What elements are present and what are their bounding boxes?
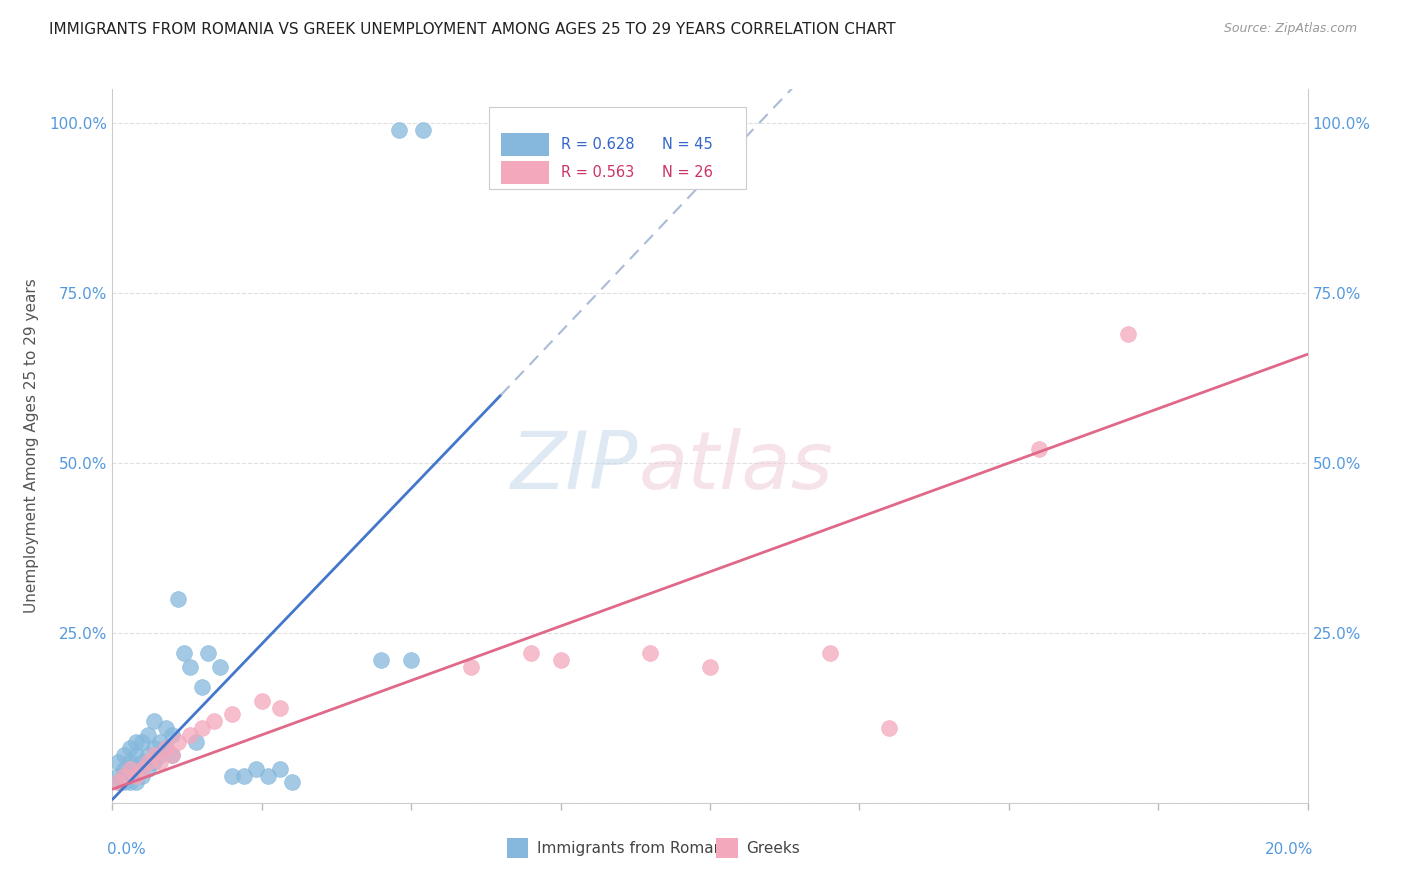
Point: [269, 762, 291, 776]
Point: [138, 728, 160, 742]
Point: [179, 728, 201, 742]
Point: [149, 755, 172, 769]
Point: [401, 653, 423, 667]
Point: [281, 775, 304, 789]
Point: [221, 769, 243, 783]
Point: [120, 762, 142, 776]
Point: [143, 741, 166, 756]
Point: [460, 660, 482, 674]
Point: [131, 769, 153, 783]
Point: [370, 653, 392, 667]
Point: [1118, 326, 1140, 341]
Point: [412, 123, 434, 137]
Point: [818, 646, 841, 660]
Point: [186, 734, 208, 748]
Point: [143, 748, 166, 763]
Point: [269, 700, 291, 714]
Text: 20.0%: 20.0%: [1265, 842, 1313, 857]
Point: [245, 762, 267, 776]
Point: [125, 762, 148, 776]
Point: [114, 769, 135, 783]
Text: Greeks: Greeks: [747, 841, 800, 856]
Point: [125, 734, 148, 748]
Point: [114, 775, 135, 789]
Point: [155, 721, 177, 735]
Text: IMMIGRANTS FROM ROMANIA VS GREEK UNEMPLOYMENT AMONG AGES 25 TO 29 YEARS CORRELAT: IMMIGRANTS FROM ROMANIA VS GREEK UNEMPLO…: [49, 22, 896, 37]
Point: [143, 714, 166, 729]
FancyBboxPatch shape: [489, 107, 747, 189]
Point: [640, 646, 662, 660]
Point: [162, 748, 183, 763]
Point: [221, 707, 243, 722]
Text: R = 0.563: R = 0.563: [561, 165, 634, 180]
Point: [107, 755, 129, 769]
Y-axis label: Unemployment Among Ages 25 to 29 years: Unemployment Among Ages 25 to 29 years: [24, 278, 38, 614]
Point: [520, 646, 543, 660]
FancyBboxPatch shape: [501, 133, 548, 155]
Point: [107, 775, 129, 789]
Point: [879, 721, 901, 735]
Point: [167, 591, 190, 606]
Text: 0.0%: 0.0%: [107, 842, 145, 857]
Point: [138, 762, 160, 776]
Point: [120, 775, 142, 789]
Point: [155, 741, 177, 756]
Point: [209, 660, 232, 674]
Point: [138, 755, 160, 769]
Text: R = 0.628: R = 0.628: [561, 136, 634, 152]
Text: atlas: atlas: [638, 428, 834, 507]
Point: [388, 123, 411, 137]
FancyBboxPatch shape: [508, 838, 529, 858]
Point: [202, 714, 225, 729]
Point: [191, 721, 214, 735]
Point: [191, 680, 214, 694]
Point: [197, 646, 219, 660]
FancyBboxPatch shape: [716, 838, 738, 858]
Text: Source: ZipAtlas.com: Source: ZipAtlas.com: [1223, 22, 1357, 36]
Point: [120, 769, 142, 783]
Point: [120, 741, 142, 756]
Point: [114, 769, 135, 783]
Point: [107, 769, 129, 783]
Point: [114, 762, 135, 776]
Text: N = 26: N = 26: [662, 165, 713, 180]
Point: [125, 769, 148, 783]
Point: [114, 748, 135, 763]
Point: [162, 728, 183, 742]
Point: [167, 734, 190, 748]
Point: [143, 755, 166, 769]
Point: [149, 748, 172, 763]
Point: [1028, 442, 1050, 457]
FancyBboxPatch shape: [501, 161, 548, 184]
Text: ZIP: ZIP: [510, 428, 638, 507]
Point: [699, 660, 721, 674]
Point: [233, 769, 256, 783]
Point: [250, 694, 273, 708]
Point: [179, 660, 201, 674]
Point: [125, 748, 148, 763]
Point: [138, 748, 160, 763]
Point: [149, 734, 172, 748]
Point: [550, 653, 572, 667]
Point: [131, 762, 153, 776]
Point: [131, 755, 153, 769]
Point: [125, 775, 148, 789]
Point: [155, 741, 177, 756]
Point: [131, 734, 153, 748]
Point: [162, 748, 183, 763]
Text: Immigrants from Romania: Immigrants from Romania: [537, 841, 737, 856]
Text: N = 45: N = 45: [662, 136, 713, 152]
Point: [120, 755, 142, 769]
Point: [107, 775, 129, 789]
Point: [173, 646, 195, 660]
Point: [257, 769, 280, 783]
